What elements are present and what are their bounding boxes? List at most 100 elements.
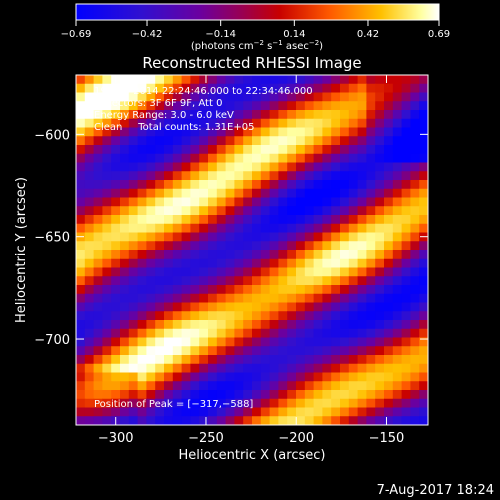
heatmap-cell	[199, 223, 209, 234]
heatmap-cell	[313, 416, 323, 425]
heatmap-cell	[155, 127, 165, 137]
heatmap-cell	[102, 153, 112, 164]
heatmap-cell	[93, 416, 103, 425]
heatmap-cell	[392, 153, 403, 164]
heatmap-cell	[287, 416, 297, 425]
heatmap-cell	[128, 311, 139, 321]
heatmap-cell	[137, 328, 147, 339]
heatmap-cell	[137, 311, 147, 321]
heatmap-cell	[287, 171, 297, 181]
heatmap-cell	[366, 337, 376, 347]
heatmap-cell	[340, 118, 350, 129]
heatmap-cell	[243, 92, 253, 102]
heatmap-cell	[128, 153, 139, 164]
heatmap-cell	[357, 83, 367, 94]
heatmap-cell	[111, 398, 121, 409]
heatmap-cell	[401, 215, 411, 225]
heatmap-cell	[278, 206, 288, 216]
heatmap-cell	[375, 118, 385, 129]
heatmap-cell	[120, 355, 130, 365]
heatmap-cell	[216, 241, 227, 251]
heatmap-cell	[260, 101, 271, 111]
heatmap-cell	[375, 258, 385, 269]
heatmap-cell	[304, 372, 315, 382]
heatmap-cell	[225, 153, 235, 164]
heatmap-cell	[111, 267, 121, 277]
heatmap-cell	[384, 355, 394, 365]
heatmap-cell	[331, 127, 341, 137]
heatmap-cell	[137, 162, 147, 172]
heatmap-cell	[216, 153, 227, 164]
heatmap-cell	[366, 250, 376, 260]
heatmap-cell	[419, 302, 428, 312]
heatmap-cell	[419, 390, 428, 400]
heatmap-cell	[313, 355, 323, 365]
heatmap-cell	[348, 232, 359, 242]
heatmap-cell	[340, 293, 350, 304]
heatmap-cell	[357, 180, 367, 190]
heatmap-cell	[348, 250, 359, 260]
heatmap-cell	[260, 127, 271, 137]
heatmap-cell	[111, 188, 121, 199]
heatmap-cell	[278, 407, 288, 417]
heatmap-cell	[304, 390, 315, 400]
heatmap-cell	[84, 101, 95, 111]
heatmap-cell	[128, 363, 139, 374]
heatmap-cell	[384, 337, 394, 347]
heatmap-cell	[216, 127, 227, 137]
heatmap-cell	[384, 416, 394, 425]
heatmap-cell	[111, 110, 121, 120]
heatmap-cell	[190, 153, 200, 164]
heatmap-cell	[164, 355, 174, 365]
heatmap-cell	[120, 416, 130, 425]
heatmap-cell	[199, 127, 209, 137]
heatmap-cell	[410, 118, 420, 129]
heatmap-cell	[384, 346, 394, 356]
heatmap-cell	[287, 267, 297, 277]
heatmap-cell	[304, 320, 315, 330]
heatmap-cell	[340, 180, 350, 190]
heatmap-cell	[155, 416, 165, 425]
heatmap-cell	[111, 363, 121, 374]
heatmap-cell	[366, 311, 376, 321]
heatmap-cell	[216, 416, 227, 425]
heatmap-cell	[243, 75, 253, 85]
heatmap-cell	[410, 328, 420, 339]
heatmap-cell	[287, 407, 297, 417]
heatmap-cell	[410, 101, 420, 111]
heatmap-cell	[304, 363, 315, 374]
heatmap-cell	[137, 153, 147, 164]
heatmap-cell	[419, 372, 428, 382]
heatmap-cell	[190, 416, 200, 425]
annotation-energy: Energy Range: 3.0 - 6.0 keV	[94, 110, 234, 121]
heatmap-cell	[331, 276, 341, 286]
heatmap-cell	[384, 101, 394, 111]
heatmap-cell	[304, 206, 315, 216]
heatmap-cell	[93, 390, 103, 400]
heatmap-cell	[375, 127, 385, 137]
heatmap-cell	[340, 101, 350, 111]
heatmap-cell	[296, 337, 306, 347]
heatmap-cell	[278, 416, 288, 425]
heatmap-cell	[375, 171, 385, 181]
heatmap-cell	[111, 293, 121, 304]
heatmap-cell	[190, 171, 200, 181]
heatmap-cell	[269, 171, 279, 181]
heatmap-cell	[287, 363, 297, 374]
heatmap-cell	[216, 267, 227, 277]
heatmap-cell	[181, 355, 191, 365]
heatmap-cell	[252, 258, 262, 269]
heatmap-cell	[401, 206, 411, 216]
heatmap-cell	[93, 136, 103, 146]
heatmap-cell	[102, 197, 112, 207]
heatmap-cell	[401, 75, 411, 85]
heatmap-cell	[304, 75, 315, 85]
heatmap-cell	[234, 285, 244, 295]
heatmap-cell	[199, 232, 209, 242]
heatmap-cell	[366, 346, 376, 356]
heatmap-cell	[111, 232, 121, 242]
heatmap-cell	[331, 372, 341, 382]
heatmap-cell	[155, 75, 165, 85]
heatmap-cell	[93, 83, 103, 94]
heatmap-cell	[419, 145, 428, 155]
